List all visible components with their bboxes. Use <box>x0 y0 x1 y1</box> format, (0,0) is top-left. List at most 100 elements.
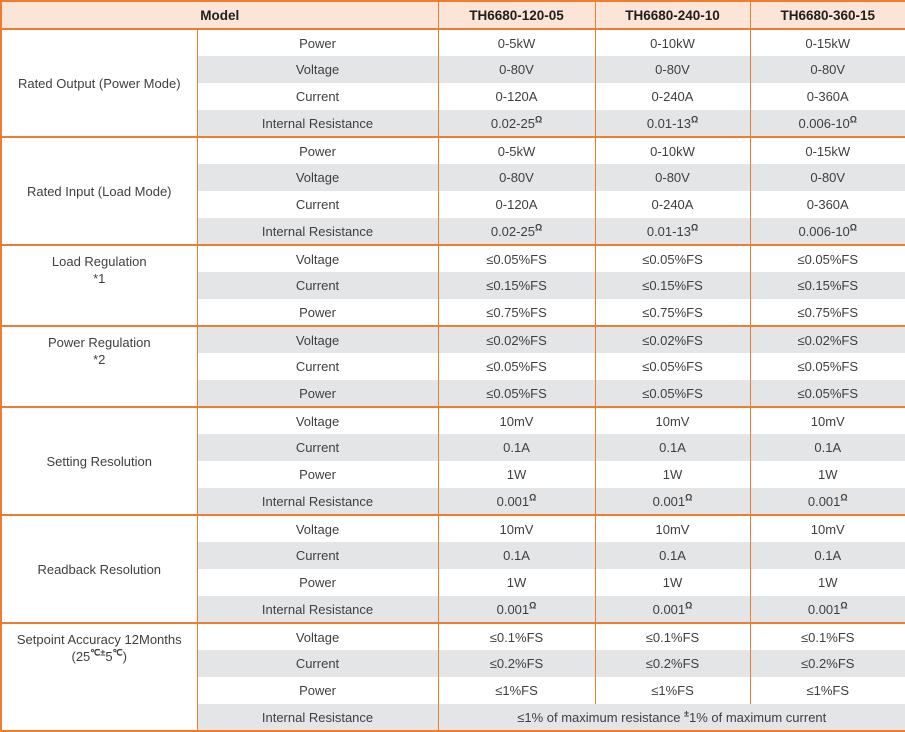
param-cell-setpoint-accuracy: Voltage <box>196 622 439 650</box>
table-row: Power Regulation *2 Voltage ≤0.02%FS ≤0.02%F… <box>0 325 905 407</box>
table-row: Power ≤1%FS ≤1%FS ≤1%FS <box>1 677 905 704</box>
value-cell-model-1: 0-5kW <box>437 136 596 164</box>
header-row: Model TH6680-120-05 TH6680-240-10 TH6680… <box>0 1 905 30</box>
table-row: Voltage 0-80V 0-80V 0-80V <box>1 164 905 191</box>
value-cell-model-3: 0-80V <box>749 164 905 191</box>
value-cell-model-3: ≤0.05%FS <box>749 244 905 272</box>
value-cell-model-3: 0-80V <box>749 56 905 83</box>
param-cell-readback-resolution: Power <box>196 569 439 596</box>
value-cell-model-2: ≤0.05%FS <box>594 353 751 380</box>
table-row: Current ≤0.15%FS ≤0.15%FS ≤0.15%FS <box>1 272 905 299</box>
value-cell-model-3: ≤0.05%FS <box>749 353 905 380</box>
table-row: Current ≤0.05%FS ≤0.05%FS ≤0.05%FS <box>1 353 905 380</box>
value-cell-model-2: ≤0.1%FS <box>594 622 751 650</box>
value-cell-model-2: 10mV <box>594 406 751 434</box>
value-cell-model-1: 10mV <box>437 514 596 542</box>
value-cell-model-2: 0-240A <box>594 83 751 110</box>
model-column-2: TH6680-240-10 <box>594 1 751 30</box>
group-label-rated-input: Rated Input (Load Mode) <box>0 136 198 245</box>
value-cell-model-3: 1W <box>749 461 905 488</box>
value-cell-model-3: ≤0.05%FS <box>749 380 905 407</box>
table-row: Current 0.1A 0.1A 0.1A <box>1 434 905 461</box>
merged-value-cell: ≤1% of maximum resistance ±1% of maximum… <box>437 704 905 731</box>
value-cell-model-1: 1W <box>437 569 596 596</box>
table-row: Current 0.1A 0.1A 0.1A <box>1 542 905 569</box>
table-row: Power ≤0.05%FS ≤0.05%FS ≤0.05%FS <box>1 380 905 407</box>
param-cell-power-regulation: Voltage <box>196 325 439 353</box>
param-cell-rated-output: Power <box>196 29 439 56</box>
value-cell-model-1: 0.02-25Ω <box>437 110 596 137</box>
table-row: Power 1W 1W 1W <box>1 569 905 596</box>
value-cell-model-2: ≤1%FS <box>594 677 751 704</box>
value-cell-model-2: ≤0.02%FS <box>594 325 751 353</box>
param-cell-readback-resolution: Internal Resistance <box>196 596 439 623</box>
param-cell-load-regulation: Voltage <box>196 244 439 272</box>
value-cell-model-1: ≤0.1%FS <box>437 622 596 650</box>
param-cell-setting-resolution: Power <box>196 461 439 488</box>
value-cell-model-2: ≤0.15%FS <box>594 272 751 299</box>
value-cell-model-1: 0.1A <box>437 434 596 461</box>
param-cell-rated-output: Internal Resistance <box>196 110 439 137</box>
table-row: Internal Resistance 0.001Ω 0.001Ω 0.001Ω <box>1 488 905 515</box>
param-cell-readback-resolution: Voltage <box>196 514 439 542</box>
value-cell-model-2: ≤0.75%FS <box>594 299 751 326</box>
value-cell-model-2: 0-10kW <box>594 29 751 56</box>
param-cell-rated-output: Voltage <box>196 56 439 83</box>
value-cell-model-1: ≤0.2%FS <box>437 650 596 677</box>
value-cell-model-3: 0.1A <box>749 542 905 569</box>
value-cell-model-1: 10mV <box>437 406 596 434</box>
value-cell-model-2: ≤0.2%FS <box>594 650 751 677</box>
value-cell-model-3: ≤0.75%FS <box>749 299 905 326</box>
value-cell-model-1: 0.001Ω <box>437 488 596 515</box>
table-row: Rated Output (Power Mode) Power 0-5kW 0-10k… <box>0 29 905 137</box>
value-cell-model-1: 0-80V <box>437 164 596 191</box>
value-cell-model-2: 0.001Ω <box>594 488 751 515</box>
value-cell-model-1: 0-120A <box>437 83 596 110</box>
value-cell-model-1: 0-80V <box>437 56 596 83</box>
value-cell-model-2: ≤0.05%FS <box>594 380 751 407</box>
value-cell-model-3: ≤0.1%FS <box>749 622 905 650</box>
value-cell-model-1: 0.02-25Ω <box>437 218 596 245</box>
value-cell-model-2: 0.001Ω <box>594 596 751 623</box>
model-column-1: TH6680-120-05 <box>437 1 596 30</box>
value-cell-model-2: 0-10kW <box>594 136 751 164</box>
value-cell-model-2: 0.1A <box>594 542 751 569</box>
group-label-load-regulation: Load Regulation *1 <box>0 244 198 326</box>
value-cell-model-1: ≤0.75%FS <box>437 299 596 326</box>
table-row: Internal Resistance 0.02-25Ω 0.01-13Ω 0.006… <box>1 218 905 245</box>
value-cell-model-3: 1W <box>749 569 905 596</box>
value-cell-model-3: 0.001Ω <box>749 596 905 623</box>
value-cell-model-3: ≤0.2%FS <box>749 650 905 677</box>
param-cell-rated-input: Internal Resistance <box>196 218 439 245</box>
param-cell-rated-output: Current <box>196 83 439 110</box>
value-cell-model-2: 1W <box>594 461 751 488</box>
table-row: Internal Resistance 0.02-25Ω 0.01-13Ω 0.006… <box>1 110 905 137</box>
group-label-setpoint-accuracy: Setpoint Accuracy 12Months (25℃±5℃) <box>0 622 198 731</box>
table-row: Power 1W 1W 1W <box>1 461 905 488</box>
group-label-power-regulation: Power Regulation *2 <box>0 325 198 407</box>
value-cell-model-1: ≤0.02%FS <box>437 325 596 353</box>
value-cell-model-3: 10mV <box>749 514 905 542</box>
value-cell-model-1: 0.001Ω <box>437 596 596 623</box>
value-cell-model-3: ≤1%FS <box>749 677 905 704</box>
table-row: Load Regulation *1 Voltage ≤0.05%FS ≤0.05%FS… <box>0 244 905 326</box>
param-cell-load-regulation: Current <box>196 272 439 299</box>
value-cell-model-3: 10mV <box>749 406 905 434</box>
value-cell-model-1: ≤0.05%FS <box>437 244 596 272</box>
param-cell-rated-input: Voltage <box>196 164 439 191</box>
value-cell-model-3: 0-360A <box>749 191 905 218</box>
param-cell-setting-resolution: Voltage <box>196 406 439 434</box>
value-cell-model-2: 1W <box>594 569 751 596</box>
table-row: Rated Input (Load Mode) Power 0-5kW 0-10kW 0… <box>0 136 905 245</box>
value-cell-model-3: 0-360A <box>749 83 905 110</box>
table-row: Internal Resistance 0.001Ω 0.001Ω 0.001Ω <box>1 596 905 623</box>
value-cell-model-2: 0.01-13Ω <box>594 110 751 137</box>
param-cell-rated-input: Power <box>196 136 439 164</box>
value-cell-model-1: 1W <box>437 461 596 488</box>
value-cell-model-3: 0.006-10Ω <box>749 218 905 245</box>
param-cell-readback-resolution: Current <box>196 542 439 569</box>
value-cell-model-2: 0-80V <box>594 56 751 83</box>
param-cell-power-regulation: Power <box>196 380 439 407</box>
value-cell-model-1: 0-5kW <box>437 29 596 56</box>
